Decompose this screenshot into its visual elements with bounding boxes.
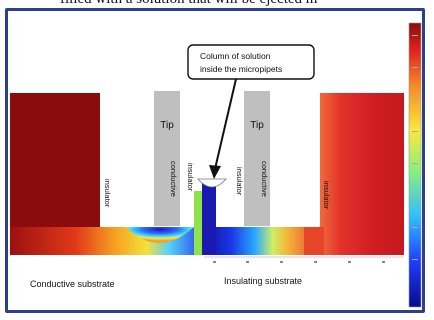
conductive-substrate-label: Conductive substrate: [30, 279, 115, 289]
right-inner-insulator-label: insulator: [235, 167, 244, 196]
solution-column-right-edge: [202, 179, 216, 255]
right-tip-conductive-label: conductive: [260, 161, 269, 197]
micropipet-diagram: Tip conductive insulator insulator Tip c…: [10, 22, 422, 308]
callout-arrow-line: [214, 78, 237, 170]
left-inner-insulator-label: insulator: [186, 163, 195, 192]
right-substrate-block: [320, 93, 404, 255]
solution-meniscus: [197, 178, 227, 188]
left-tip-label: Tip: [160, 120, 174, 131]
right-tip-label: Tip: [250, 120, 264, 131]
right-tip-conductive: [244, 91, 270, 226]
right-floor-join: [304, 227, 324, 255]
solution-column-left-edge: [194, 191, 202, 255]
callout-box: [187, 44, 315, 80]
left-well-field: [126, 227, 194, 243]
callout-arrow-head: [209, 165, 221, 179]
insulating-substrate-label: Insulating substrate: [224, 276, 302, 286]
callout-line-2: inside the micropipets: [200, 64, 282, 74]
colorbar: [408, 22, 422, 308]
left-tip-conductive: [154, 91, 180, 226]
right-insulator-label: insulator: [322, 181, 331, 210]
left-insulator-label: insulator: [103, 179, 112, 208]
bottom-axis-ticks: [213, 261, 385, 263]
colorbar-ticks: [412, 35, 418, 260]
caption-strip: filled with a solution that will be ejec…: [0, 0, 434, 8]
left-substrate-block: [10, 93, 100, 253]
right-floor-field: [202, 227, 320, 255]
caption-text: filled with a solution that will be ejec…: [60, 0, 317, 8]
callout-line-1: Column of solution: [200, 51, 271, 61]
left-tip-conductive-label: conductive: [169, 161, 178, 197]
